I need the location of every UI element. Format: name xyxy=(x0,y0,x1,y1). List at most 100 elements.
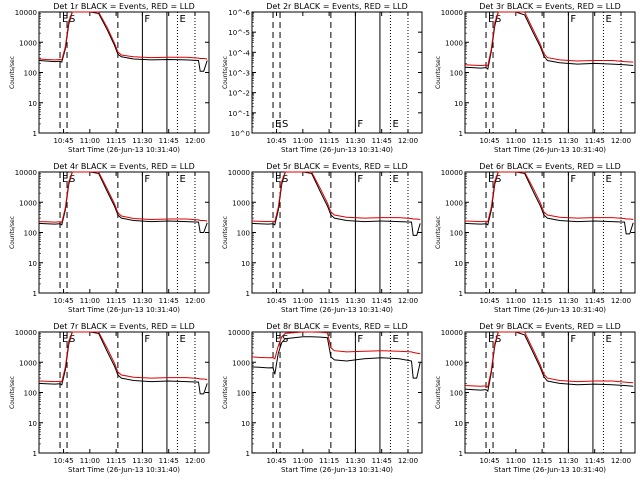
y-tick-label: 1 xyxy=(459,130,463,138)
y-tick-label: 1000 xyxy=(445,199,463,207)
chart-panel-2: Det 2r BLACK = Events, RED = LLD 10^0 10^-… xyxy=(222,2,423,154)
event-label: F xyxy=(144,334,150,345)
plot-frame xyxy=(38,331,210,454)
x-tick-label: 11:00 xyxy=(506,297,526,305)
series-events-line xyxy=(464,331,634,393)
event-label: F xyxy=(570,174,576,185)
series-lld-line xyxy=(464,331,634,389)
plot-frame xyxy=(38,11,210,134)
event-label: S xyxy=(69,174,75,185)
x-tick-label: 10:45 xyxy=(479,297,499,305)
y-tick-label: 10000 xyxy=(15,9,37,17)
y-tick-label: 10 xyxy=(28,420,37,428)
event-label: E xyxy=(392,334,398,345)
event-label: F xyxy=(144,14,150,25)
event-label: S xyxy=(495,14,501,25)
x-tick-label: 11:45 xyxy=(585,297,605,305)
y-tick-label: 1000 xyxy=(445,39,463,47)
plot-frame xyxy=(464,11,636,134)
x-tick-label: 11:45 xyxy=(372,137,392,145)
event-label: E xyxy=(605,14,611,25)
x-tick-label: 11:45 xyxy=(159,137,179,145)
event-label: F xyxy=(144,174,150,185)
y-tick-label: 10000 xyxy=(15,169,37,177)
x-tick-label: 11:15 xyxy=(319,457,339,465)
x-axis-label: Start Time (26-Jun-13 10:31:40) xyxy=(281,306,393,314)
event-label: S xyxy=(282,119,288,130)
chart-panel-1: Det 1r BLACK = Events, RED = LLD 1 10 100 10… xyxy=(9,2,210,154)
panel-title: Det 6r BLACK = Events, RED = LLD xyxy=(479,162,621,171)
event-label: E xyxy=(488,334,494,345)
y-axis-label: Counts/sec xyxy=(435,56,442,89)
panel-title: Det 2r BLACK = Events, RED = LLD xyxy=(266,2,408,11)
x-tick-label: 12:00 xyxy=(398,457,418,465)
x-tick-label: 11:00 xyxy=(293,137,313,145)
x-tick-label: 11:15 xyxy=(106,457,126,465)
y-tick-label: 1 xyxy=(246,290,250,298)
y-tick-label: 1000 xyxy=(19,199,37,207)
event-label: E xyxy=(179,174,185,185)
x-tick-label: 11:15 xyxy=(532,297,552,305)
x-tick-label: 10:45 xyxy=(266,137,286,145)
y-axis-label: Counts/sec xyxy=(222,56,229,89)
y-axis-label: Counts/sec xyxy=(435,376,442,409)
x-axis-label: Start Time (26-Jun-13 10:31:40) xyxy=(68,146,180,154)
y-tick-label: 10^-1 xyxy=(228,110,250,118)
series-lld-line xyxy=(251,331,421,360)
chart-panel-9: Det 9r BLACK = Events, RED = LLD 1 10 100 10… xyxy=(435,322,636,474)
y-tick-label: 1000 xyxy=(19,359,37,367)
panel-title: Det 5r BLACK = Events, RED = LLD xyxy=(266,162,408,171)
y-tick-label: 10 xyxy=(454,100,463,108)
chart-panel-3: Det 3r BLACK = Events, RED = LLD 1 10 100 10… xyxy=(435,2,636,154)
series-events-line xyxy=(251,171,421,236)
x-tick-label: 12:00 xyxy=(398,297,418,305)
event-label: S xyxy=(495,334,501,345)
event-label: E xyxy=(179,334,185,345)
series-lld-line xyxy=(38,171,208,224)
series-events-line xyxy=(251,336,421,379)
series-lld-line xyxy=(251,171,421,223)
x-tick-label: 11:15 xyxy=(106,297,126,305)
y-tick-label: 1 xyxy=(246,450,250,458)
series-lld-line xyxy=(38,331,208,383)
y-tick-label: 10 xyxy=(241,420,250,428)
y-tick-label: 10 xyxy=(28,260,37,268)
x-axis-label: Start Time (26-Jun-13 10:31:40) xyxy=(281,146,393,154)
y-tick-label: 10000 xyxy=(15,329,37,337)
y-tick-label: 1 xyxy=(33,130,37,138)
x-tick-label: 11:30 xyxy=(558,297,578,305)
panel-title: Det 1r BLACK = Events, RED = LLD xyxy=(53,2,195,11)
y-tick-label: 100 xyxy=(237,230,250,238)
y-tick-label: 1000 xyxy=(232,199,250,207)
y-tick-label: 100 xyxy=(24,230,37,238)
series-lld-line xyxy=(464,11,634,67)
x-axis-label: Start Time (26-Jun-13 10:31:40) xyxy=(281,466,393,474)
x-tick-label: 11:00 xyxy=(506,137,526,145)
y-tick-label: 10 xyxy=(241,260,250,268)
plot-frame xyxy=(464,171,636,294)
x-tick-label: 11:30 xyxy=(132,137,152,145)
event-label: F xyxy=(570,334,576,345)
event-label: S xyxy=(282,174,288,185)
x-tick-label: 12:00 xyxy=(185,137,205,145)
event-label: E xyxy=(62,334,68,345)
x-tick-label: 10:45 xyxy=(266,457,286,465)
y-tick-label: 1 xyxy=(33,290,37,298)
x-axis-label: Start Time (26-Jun-13 10:31:40) xyxy=(68,306,180,314)
y-tick-label: 1000 xyxy=(445,359,463,367)
event-label: S xyxy=(495,174,501,185)
y-tick-label: 1000 xyxy=(19,39,37,47)
event-label: S xyxy=(69,334,75,345)
y-axis-label: Counts/sec xyxy=(222,376,229,409)
x-tick-label: 11:45 xyxy=(159,457,179,465)
series-events-line xyxy=(464,171,634,235)
y-tick-label: 100 xyxy=(24,390,37,398)
series-events-line xyxy=(464,11,634,71)
y-tick-label: 100 xyxy=(237,390,250,398)
y-tick-label: 10000 xyxy=(228,329,250,337)
y-axis-label: Counts/sec xyxy=(222,216,229,249)
y-tick-label: 10^0 xyxy=(231,130,250,138)
chart-panel-8: Det 8r BLACK = Events, RED = LLD 1 10 100 10… xyxy=(222,322,423,474)
y-tick-label: 100 xyxy=(450,230,463,238)
